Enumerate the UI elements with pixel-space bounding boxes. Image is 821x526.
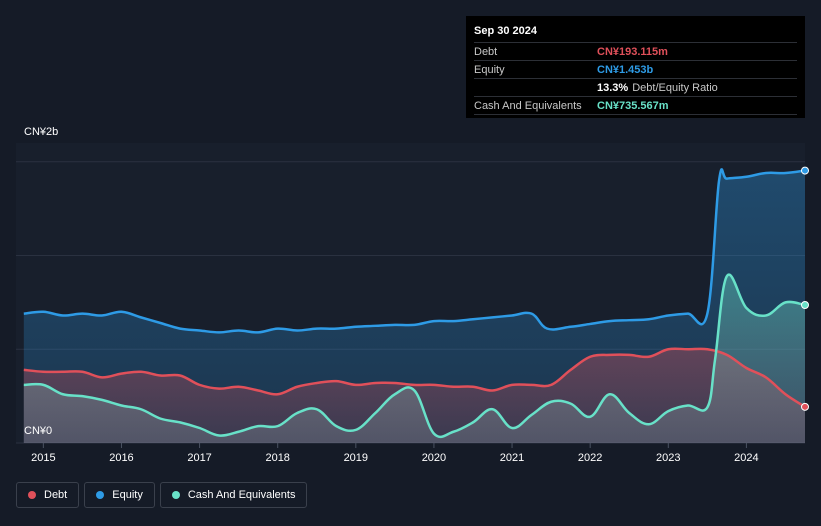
series-lines [23, 168, 806, 439]
x-tick-label-2018: 2018 [265, 452, 289, 464]
x-axis: 2015 2016 2017 2018 2019 2020 2021 2022 2023 2024 [31, 443, 759, 464]
series-endpoints [801, 166, 809, 411]
tooltip: Sep 30 2024 Debt CN¥193.115m Equity CN¥1… [466, 16, 805, 118]
tooltip-row-cash: Cash And Equivalents CN¥735.567m [474, 96, 797, 115]
tooltip-equity-value: CN¥1.453b [597, 63, 654, 76]
tooltip-date: Sep 30 2024 [474, 25, 537, 37]
tooltip-row-ratio: 13.3% Debt/Equity Ratio [474, 78, 797, 96]
legend-debt-dot [28, 491, 36, 499]
debt-endpoint [801, 402, 809, 411]
equity-endpoint [801, 166, 809, 175]
legend-equity-label: Equity [112, 489, 143, 501]
tooltip-ratio-value: 13.3% [597, 81, 629, 94]
tooltip-debt-label: Debt [474, 45, 498, 58]
x-tick-label-2015: 2015 [31, 452, 55, 464]
x-tick-label-2023: 2023 [656, 452, 680, 464]
series-areas [23, 169, 805, 444]
x-tick-label-2020: 2020 [422, 452, 446, 464]
cash-endpoint [801, 301, 809, 309]
tooltip-row-equity: Equity CN¥1.453b [474, 60, 797, 78]
tooltip-row-debt: Debt CN¥193.115m [474, 42, 797, 60]
legend-item-equity[interactable]: Equity [84, 482, 155, 508]
legend: Debt Equity Cash And Equivalents [16, 482, 312, 508]
cash-line [23, 273, 806, 439]
x-tick-label-2024: 2024 [734, 452, 758, 464]
y-axis-bottom-label: CN¥0 [24, 425, 52, 437]
tooltip-debt-value: CN¥193.115m [597, 45, 668, 58]
equity-line [23, 168, 806, 334]
x-tick-label-2019: 2019 [344, 452, 368, 464]
x-tick-label-2016: 2016 [109, 452, 133, 464]
tooltip-ratio-suffix: Debt/Equity Ratio [632, 81, 718, 94]
legend-equity-dot [96, 491, 105, 499]
legend-cash-dot [171, 491, 180, 499]
tooltip-cash-label: Cash And Equivalents [474, 99, 582, 112]
legend-item-cash[interactable]: Cash And Equivalents [159, 482, 308, 508]
tooltip-equity-label: Equity [474, 63, 505, 76]
legend-cash-label: Cash And Equivalents [187, 489, 296, 501]
tooltip-cash-value: CN¥735.567m [597, 99, 669, 112]
x-tick-label-2021: 2021 [500, 452, 524, 464]
debt-line [23, 347, 806, 408]
cash-area [23, 274, 805, 443]
x-tick-label-2017: 2017 [187, 452, 211, 464]
x-tick-label-2022: 2022 [578, 452, 602, 464]
legend-debt-label: Debt [44, 489, 68, 501]
y-axis-top-label: CN¥2b [24, 126, 58, 138]
legend-item-debt[interactable]: Debt [16, 482, 80, 508]
